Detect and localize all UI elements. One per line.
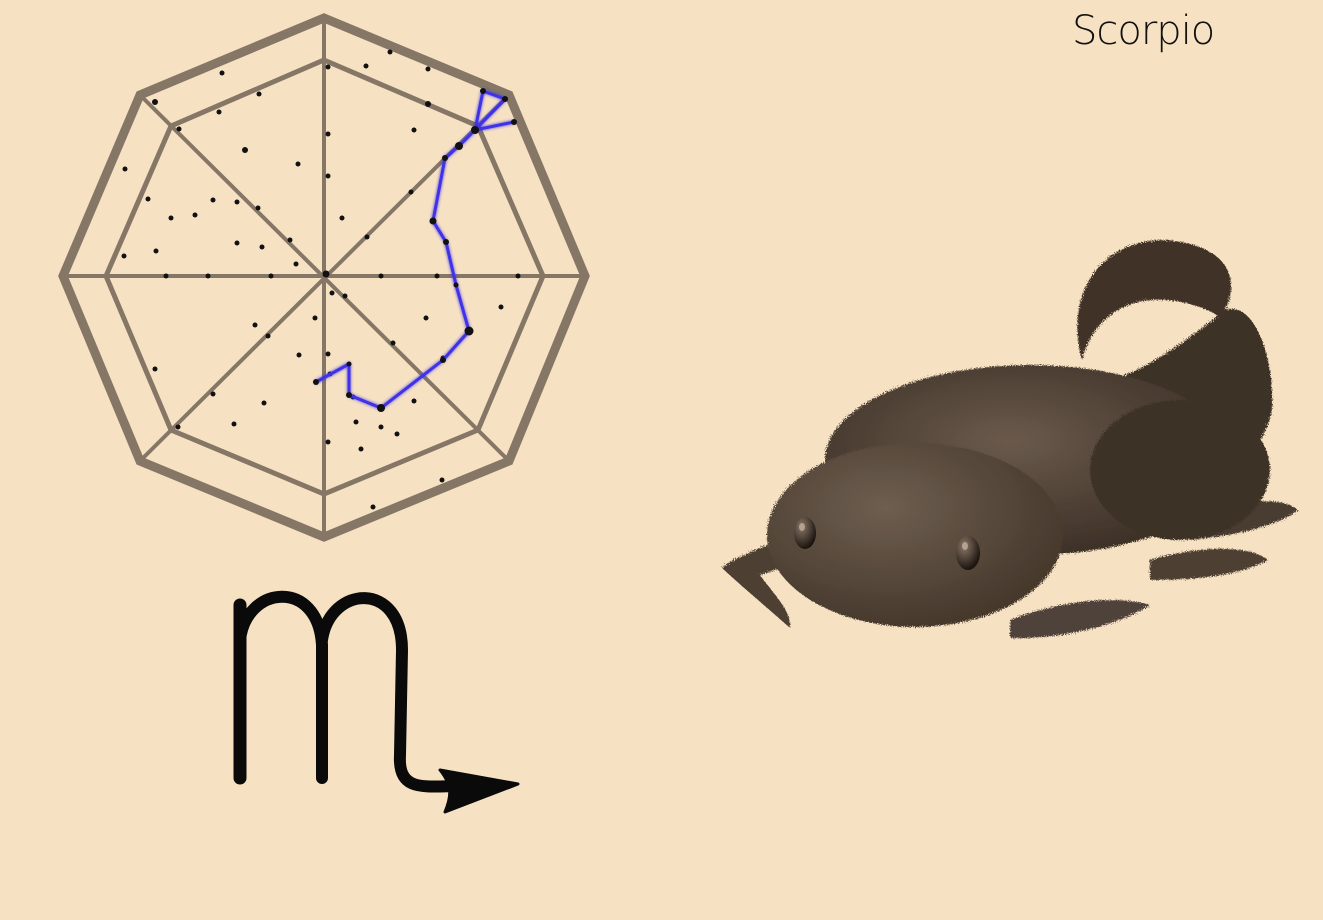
scorpion-eyes — [794, 517, 980, 570]
chart-spokes — [63, 18, 585, 537]
sign-title: Scorpio — [1072, 8, 1215, 54]
background-stars — [121, 49, 521, 510]
scorpio-zodiac-symbol — [233, 590, 520, 814]
scorpion-illustration — [722, 240, 1298, 639]
star-chart — [58, 13, 590, 542]
scorpio-constellation-stars — [313, 88, 517, 412]
